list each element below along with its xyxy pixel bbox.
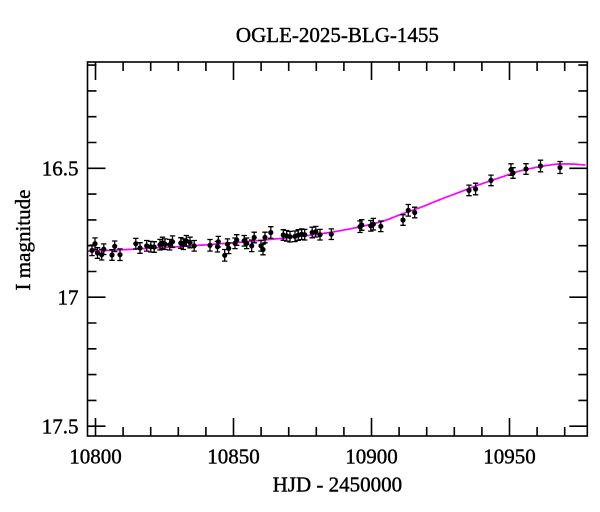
svg-text:HJD - 2450000: HJD - 2450000 (273, 473, 403, 497)
svg-text:16.5: 16.5 (42, 157, 79, 181)
svg-text:I magnitude: I magnitude (11, 190, 35, 291)
svg-text:17: 17 (58, 285, 79, 309)
svg-text:10900: 10900 (345, 445, 398, 469)
svg-text:10850: 10850 (207, 445, 260, 469)
svg-text:OGLE-2025-BLG-1455: OGLE-2025-BLG-1455 (236, 23, 439, 47)
svg-text:17.5: 17.5 (42, 414, 79, 438)
svg-text:10950: 10950 (483, 445, 536, 469)
svg-text:10800: 10800 (69, 445, 122, 469)
